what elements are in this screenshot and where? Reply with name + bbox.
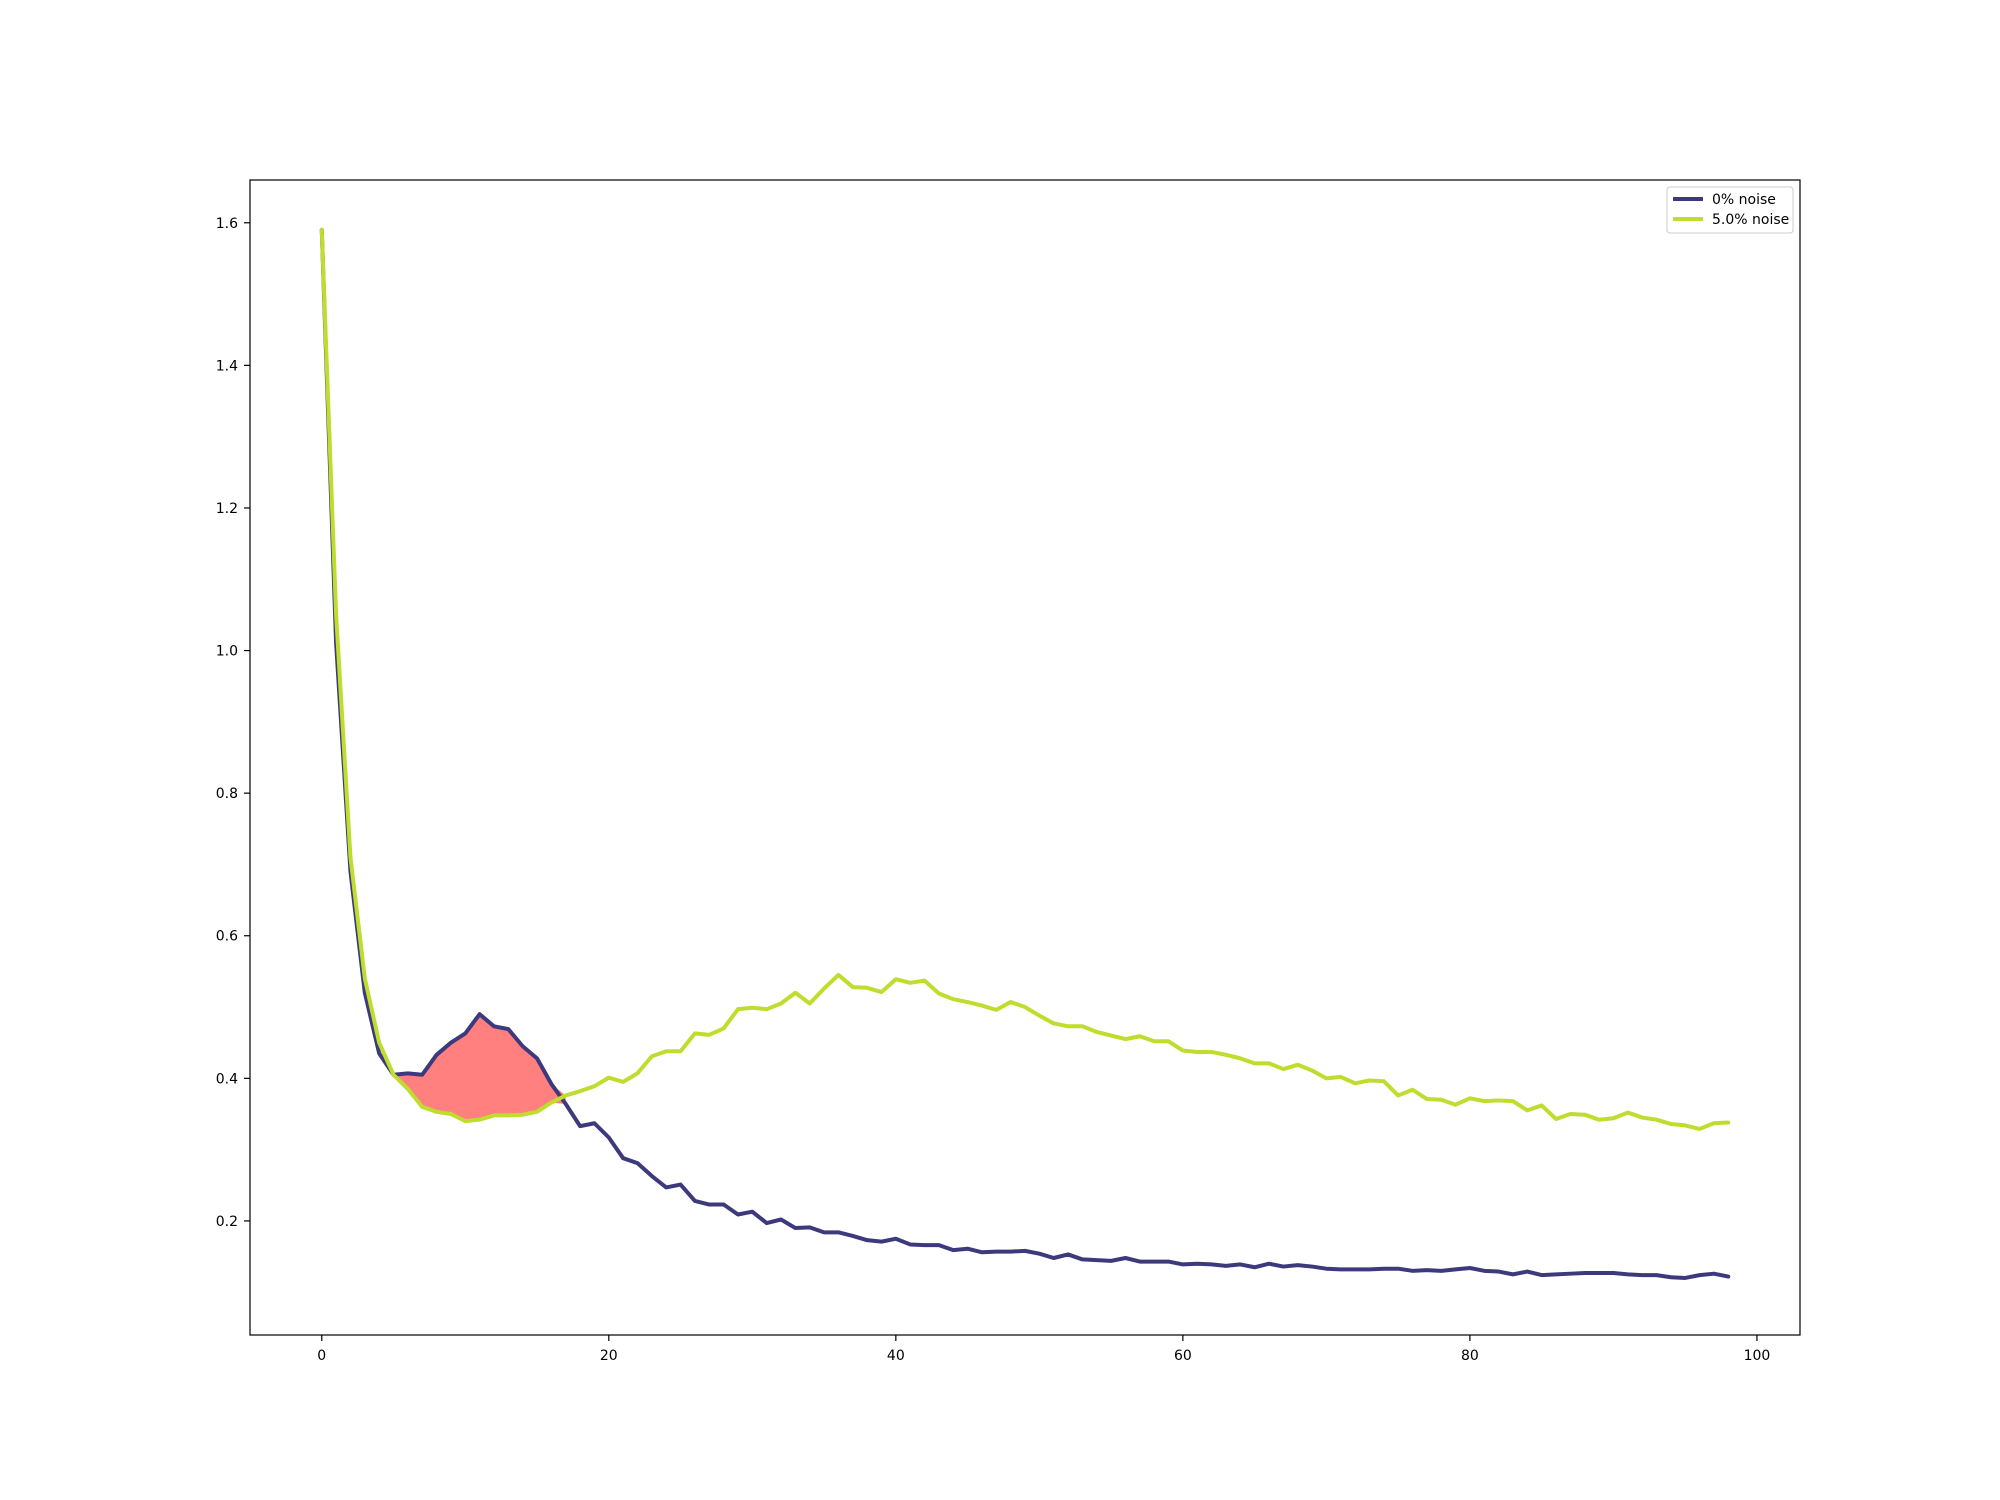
y-tick-label: 0.4 [216,1071,238,1087]
y-tick-label: 0.6 [216,929,238,945]
x-tick-label: 20 [600,1348,618,1364]
y-axis: 0.2 0.4 0.6 0.8 1.0 1.2 1.4 1.6 [216,216,250,1230]
y-tick-label: 1.4 [216,358,238,374]
x-tick-label: 80 [1461,1348,1479,1364]
legend: 0% noise 5.0% noise [1666,186,1794,234]
fill-between-polygon [393,1014,566,1122]
y-tick-label: 0.2 [216,1214,238,1230]
series-line-1 [319,227,1731,1131]
x-tick-label: 40 [887,1348,905,1364]
y-tick-label: 1.2 [216,501,238,517]
x-tick-label: 100 [1744,1348,1771,1364]
plot-frame [249,179,1801,1336]
y-tick-label: 1.0 [216,644,238,660]
y-tick-label: 1.6 [216,216,238,232]
fill-between-area [393,1014,566,1122]
series-lines [319,227,1731,1280]
x-tick-label: 60 [1174,1348,1192,1364]
legend-label-1: 5.0% noise [1712,212,1789,228]
x-axis: 0 20 40 60 80 100 [317,1335,1770,1364]
x-tick-label: 0 [317,1348,326,1364]
legend-label-0: 0% noise [1712,192,1776,208]
series-line-0 [319,227,1731,1280]
y-tick-label: 0.8 [216,786,238,802]
